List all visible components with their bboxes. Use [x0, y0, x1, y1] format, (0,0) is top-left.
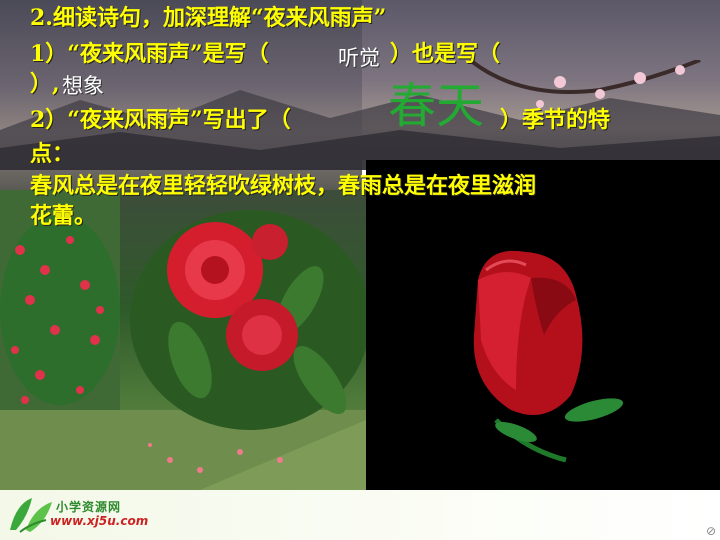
- camellia-illustration: [0, 190, 366, 490]
- green-leaf-logo-icon: [10, 498, 52, 533]
- rose-illustration: [473, 250, 624, 463]
- footer-banner: 小学资源网 www.xj5u.com ⊘: [0, 490, 720, 540]
- site-name: 小学资源网: [56, 500, 122, 514]
- rose-photo: [366, 160, 720, 492]
- question-2-text-continued: ）季节的特: [500, 107, 611, 133]
- question-2-text: 2）“夜来风雨声”写出了（: [30, 107, 291, 133]
- question-2-text-end: 点：: [30, 141, 75, 167]
- question-2-answer-season: 春天: [388, 78, 485, 134]
- site-url-link[interactable]: www.xj5u.com: [50, 514, 149, 528]
- question-1-answer-imagination: 想象: [62, 74, 104, 98]
- question-1-text: 1）“夜来风雨声”是写（: [30, 41, 269, 67]
- slide-heading: 2.细读诗句，加深理解“夜来风雨声”: [30, 5, 387, 31]
- camellia-photo: [0, 190, 366, 490]
- question-1-answer-hearing: 听觉: [338, 46, 380, 70]
- explanation-line-2: 花蕾。: [30, 203, 97, 229]
- explanation-line-1: 春风总是在夜里轻轻吹绿树枝，春雨总是在夜里滋润: [30, 173, 537, 199]
- question-1-text-continued: ）也是写（: [390, 41, 501, 67]
- corner-mark-icon: ⊘: [705, 524, 716, 538]
- question-1-text-end: ）,: [30, 71, 60, 97]
